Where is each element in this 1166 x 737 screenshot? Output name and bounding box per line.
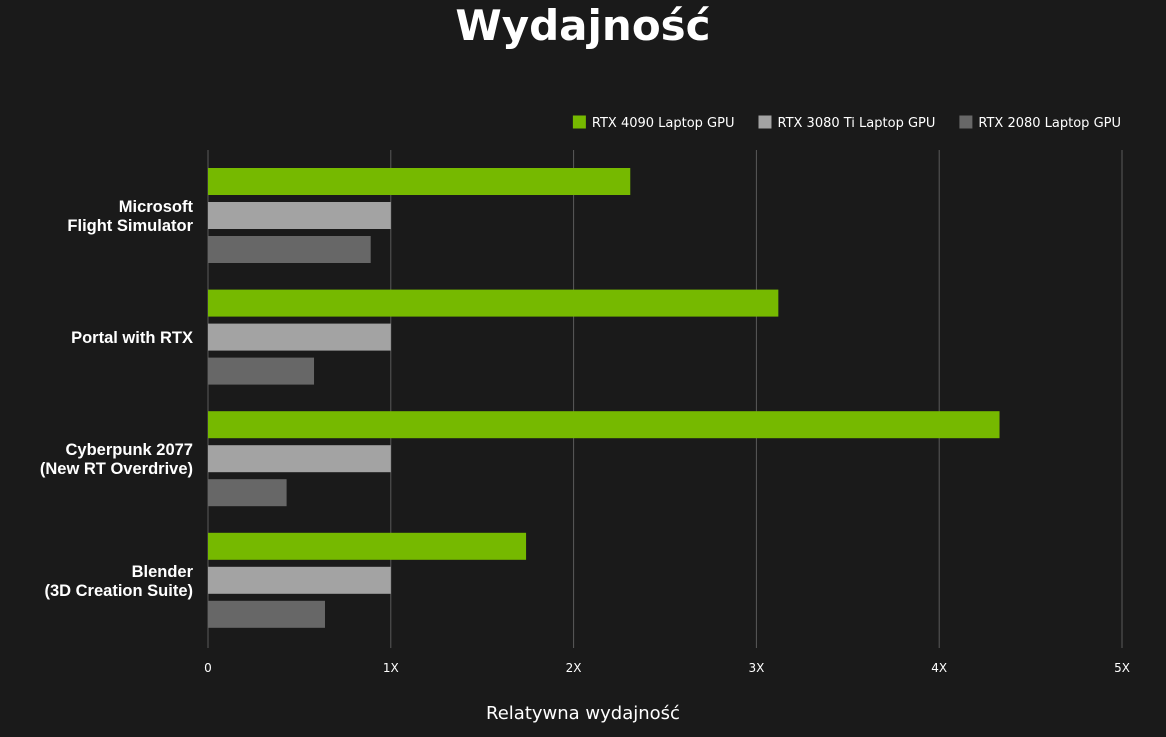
legend-label: RTX 3080 Ti Laptop GPU — [777, 116, 935, 131]
legend-item-1: RTX 3080 Ti Laptop GPU — [758, 115, 935, 131]
legend-item-2: RTX 2080 Laptop GPU — [959, 115, 1121, 131]
tick-label-0: 0 — [204, 661, 212, 675]
legend: RTX 4090 Laptop GPU RTX 3080 Ti Laptop GP… — [572, 115, 1121, 131]
bar-3-0 — [208, 532, 527, 560]
bar-1-0 — [208, 289, 779, 317]
category-label-line: (3D Creation Suite) — [44, 582, 193, 600]
legend-swatch — [758, 115, 772, 129]
category-label-line: Microsoft — [119, 198, 194, 216]
x-axis-label: Relatywna wydajność — [486, 703, 680, 724]
legend-swatch — [959, 115, 973, 129]
category-label-0: Microsoft Flight Simulator — [67, 198, 193, 235]
category-labels: Microsoft Flight Simulator Portal with RTX… — [40, 198, 194, 600]
bar-2-0 — [208, 411, 1000, 439]
bar-0-2 — [208, 236, 371, 263]
bar-1-2 — [208, 357, 315, 385]
category-label-line: Cyberpunk 2077 — [66, 441, 193, 459]
bar-0-0 — [208, 168, 631, 195]
category-label-line: Portal with RTX — [71, 329, 193, 347]
legend-label: RTX 4090 Laptop GPU — [592, 116, 735, 131]
legend-swatch — [572, 115, 586, 129]
category-label-2: Cyberpunk 2077 (New RT Overdrive) — [40, 441, 193, 478]
bar-3-2 — [208, 600, 325, 628]
tick-label-3: 3X — [748, 661, 764, 675]
x-axis-ticks: 0 1X 2X 3X 4X 5X — [204, 661, 1130, 675]
legend-label: RTX 2080 Laptop GPU — [978, 116, 1121, 131]
bar-3-1 — [208, 566, 391, 594]
grid-lines — [207, 150, 1123, 648]
category-label-line: Flight Simulator — [67, 217, 193, 235]
tick-label-5: 5X — [1114, 661, 1130, 675]
category-label-line: Blender — [132, 563, 194, 581]
bar-2-2 — [208, 479, 287, 507]
bar-2-1 — [208, 445, 391, 473]
category-label-line: (New RT Overdrive) — [40, 460, 193, 478]
bar-1-1 — [208, 323, 391, 351]
legend-item-0: RTX 4090 Laptop GPU — [572, 115, 735, 131]
category-label-3: Blender (3D Creation Suite) — [44, 563, 193, 600]
chart-title: Wydajność — [455, 1, 710, 50]
bars — [208, 168, 1000, 628]
bar-0-1 — [208, 202, 391, 229]
category-label-1: Portal with RTX — [71, 329, 193, 347]
tick-label-2: 2X — [566, 661, 582, 675]
tick-label-4: 4X — [931, 661, 947, 675]
tick-label-1: 1X — [383, 661, 399, 675]
